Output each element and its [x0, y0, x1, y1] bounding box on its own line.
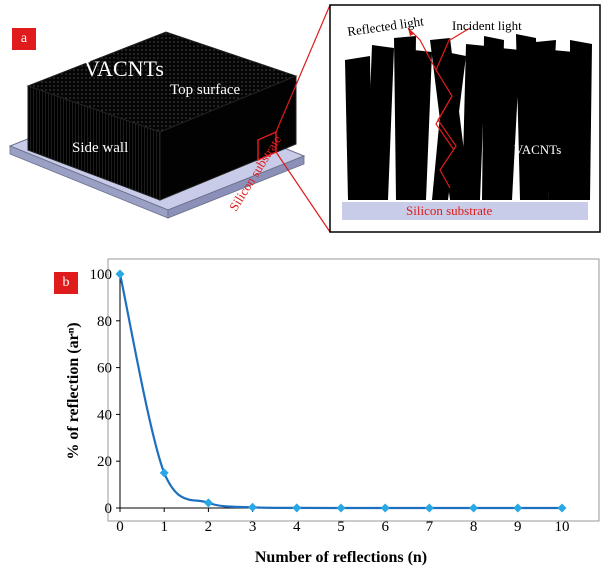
- y-tick-label: 80: [97, 314, 112, 330]
- plot-frame: [107, 258, 600, 522]
- nanotube-forest: [345, 34, 592, 200]
- data-point-marker: [557, 503, 567, 513]
- top-surface-label: Top surface: [170, 82, 241, 98]
- x-tick-label: 7: [426, 519, 434, 535]
- x-tick-label: 3: [249, 519, 257, 535]
- x-tick-label: 2: [205, 519, 213, 535]
- block-title: VACNTs: [84, 56, 164, 81]
- x-axis-label: Number of reflections (n): [255, 549, 427, 566]
- y-tick-label: 40: [97, 407, 112, 423]
- y-tick-label: 0: [105, 501, 113, 517]
- x-tick-label: 10: [555, 519, 570, 535]
- data-point-marker: [469, 503, 479, 513]
- zoom-substrate-label: Silicon substrate: [406, 203, 493, 218]
- data-point-marker: [159, 468, 169, 478]
- data-point-marker: [292, 503, 302, 513]
- y-tick-label: 20: [97, 454, 112, 470]
- panel-b-label: b: [54, 272, 78, 294]
- data-point-marker: [380, 503, 390, 513]
- incident-light-label: Incident light: [452, 18, 522, 33]
- x-tick-label: 5: [337, 519, 345, 535]
- data-point-marker: [115, 269, 125, 279]
- reflection-curve: [118, 273, 562, 510]
- y-tick-label: 60: [97, 361, 112, 377]
- x-tick-label: 8: [470, 519, 478, 535]
- x-tick-label: 4: [293, 519, 301, 535]
- data-point-marker: [336, 503, 346, 513]
- y-axis-label: % of reflection (arⁿ): [65, 322, 82, 459]
- zoom-vacnts-label: VACNTs: [514, 142, 561, 157]
- x-tick-label: 6: [381, 519, 389, 535]
- x-tick-label: 0: [116, 519, 124, 535]
- substrate-slab-edge-right: [167, 155, 305, 219]
- data-point-marker: [424, 503, 434, 513]
- panel-a-label: a: [12, 28, 36, 50]
- side-wall-label: Side wall: [72, 140, 128, 156]
- block-right-face: [159, 75, 297, 201]
- x-tick-label: 9: [514, 519, 522, 535]
- y-tick-label: 100: [90, 267, 113, 283]
- x-tick-label: 1: [160, 519, 168, 535]
- vacnt-block-illustration: VACNTs Top surface Side wall Silicon sub…: [8, 4, 601, 233]
- zoom-substrate: [342, 202, 588, 220]
- data-point-marker: [203, 498, 213, 508]
- data-point-marker: [513, 503, 523, 513]
- data-point-marker: [248, 502, 258, 512]
